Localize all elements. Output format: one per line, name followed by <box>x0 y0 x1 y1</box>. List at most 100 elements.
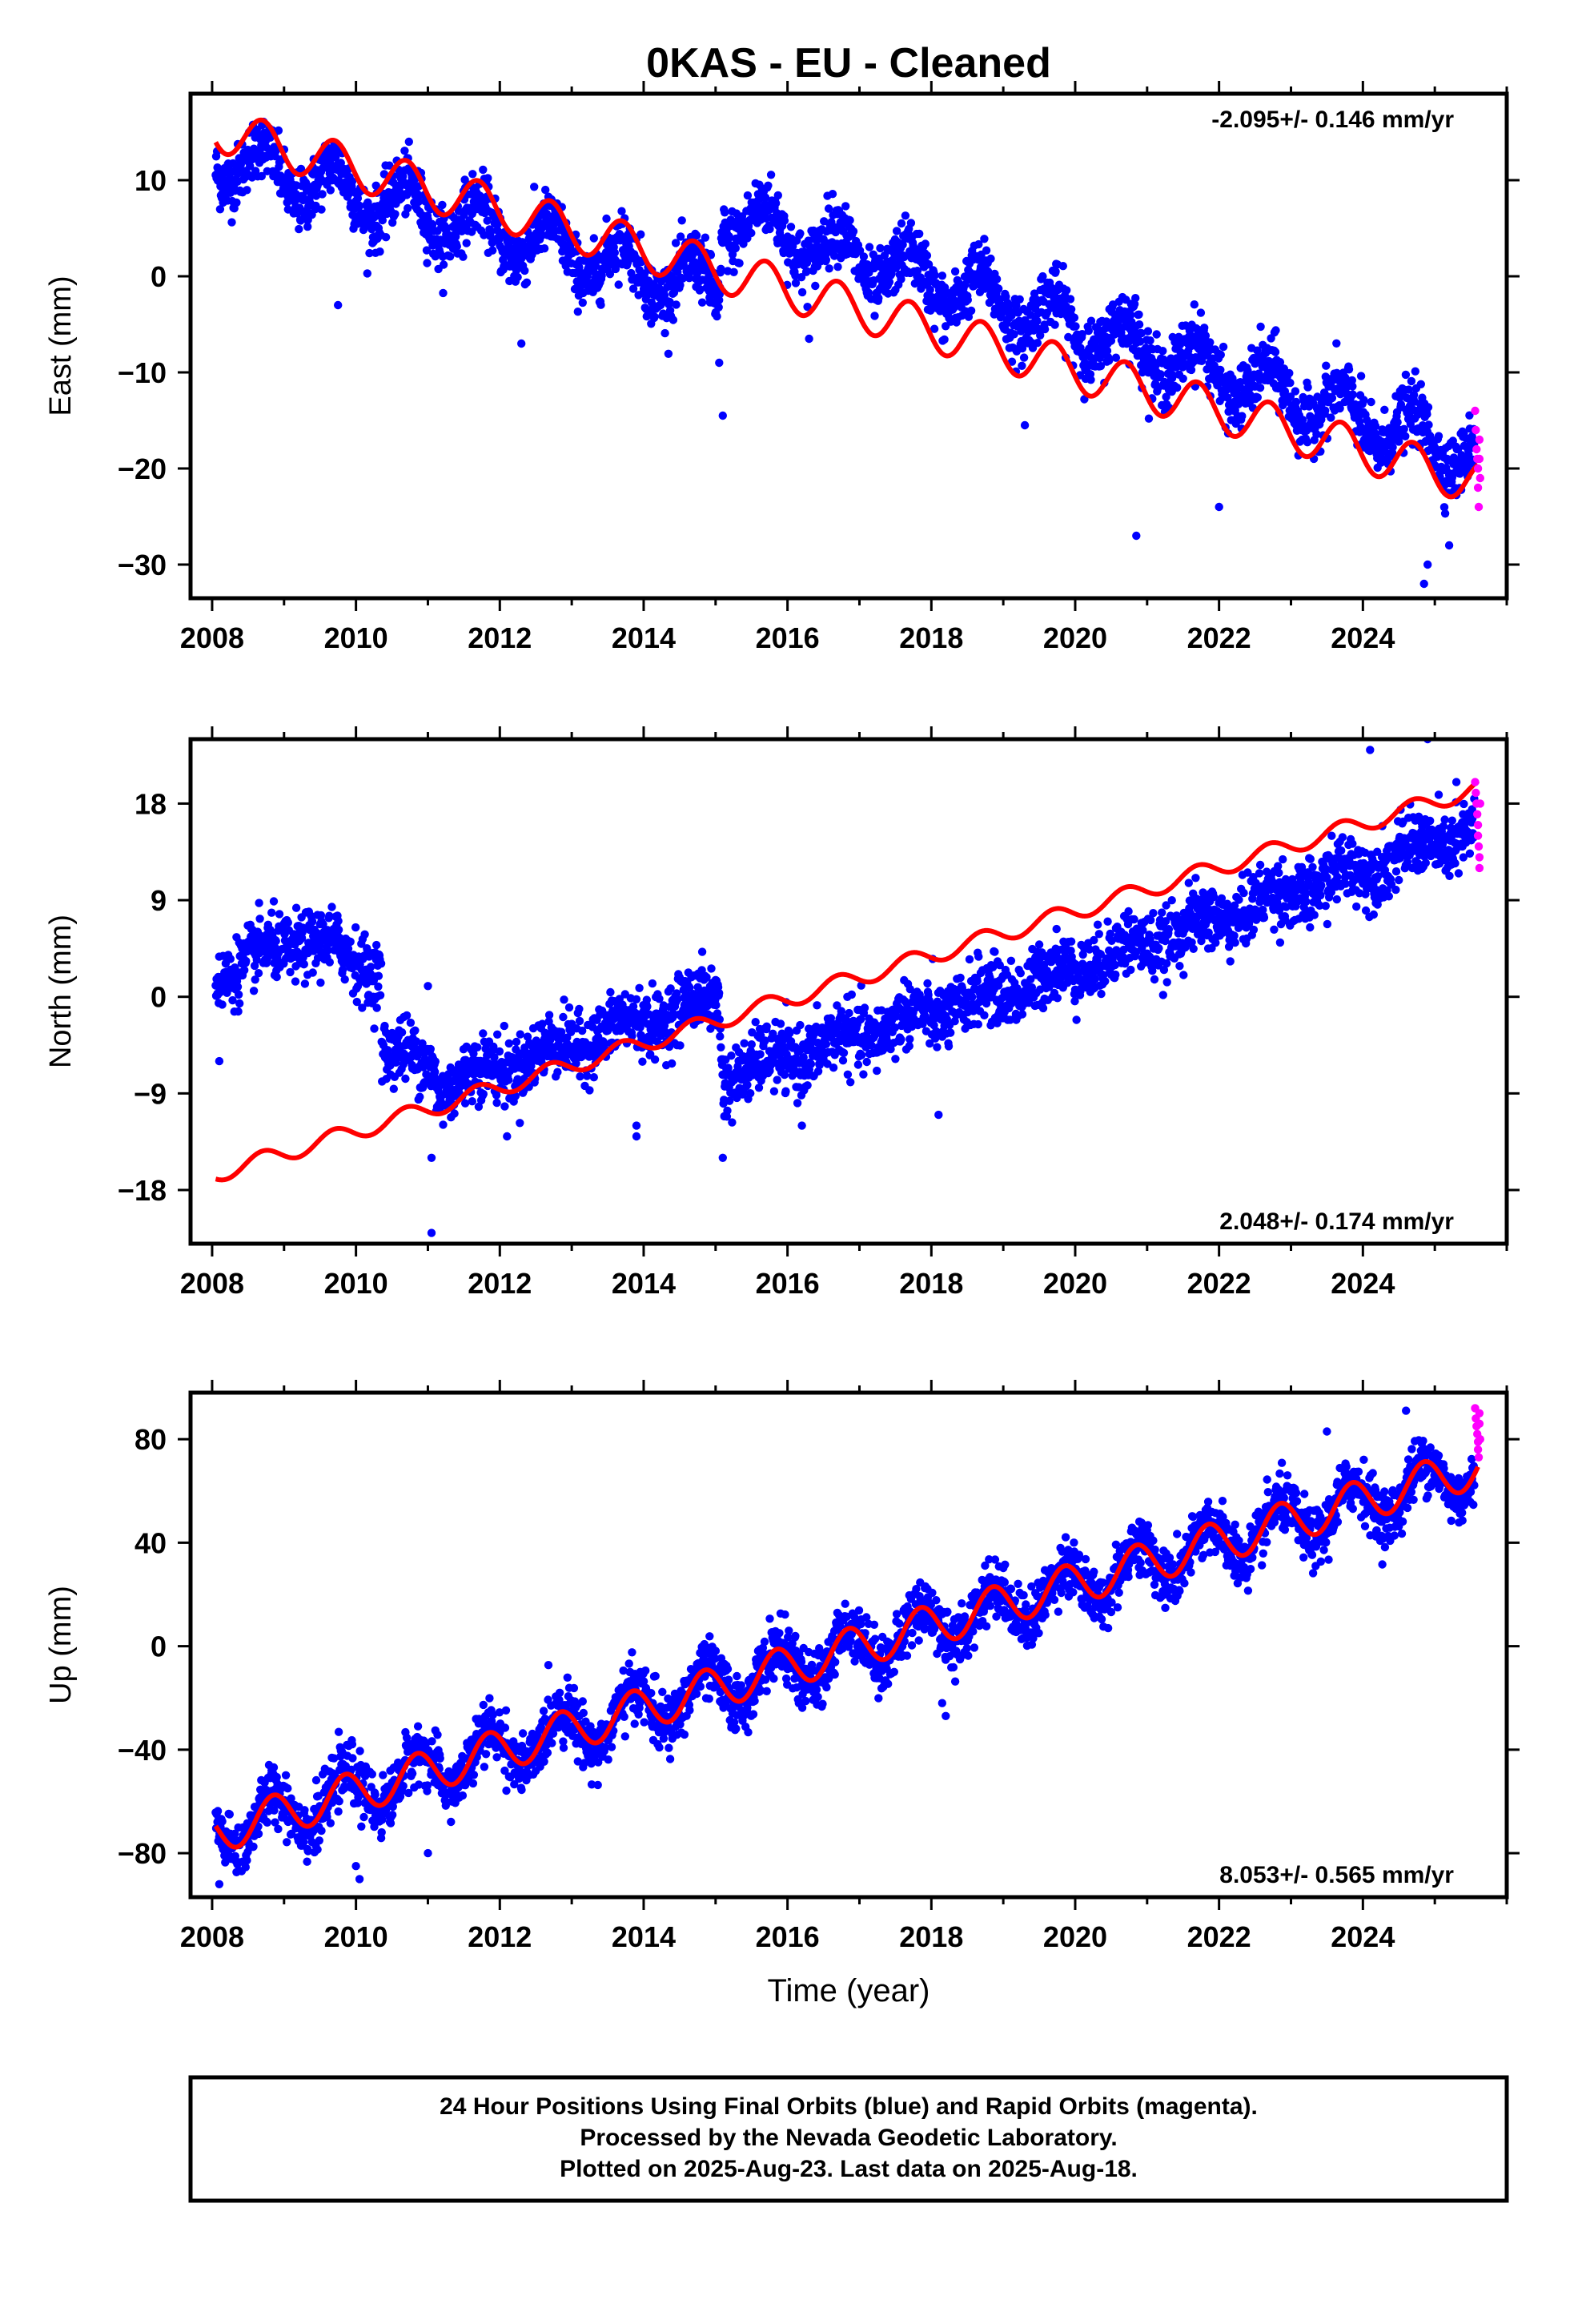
east-rapid-point <box>1472 444 1481 454</box>
north-final-point <box>990 947 999 956</box>
east-final-point <box>1216 350 1226 360</box>
east-final-point <box>678 274 687 283</box>
east-final-point <box>246 162 255 171</box>
east-x-tick-label: 2018 <box>899 621 963 654</box>
east-final-point <box>1271 326 1280 335</box>
east-final-point <box>1303 383 1312 392</box>
east-final-point <box>1399 424 1408 433</box>
east-x-tick-label: 2008 <box>180 621 244 654</box>
north-final-point <box>267 908 276 917</box>
north-final-point <box>722 1112 732 1121</box>
east-final-point <box>676 232 685 241</box>
north-final-point <box>857 1015 865 1023</box>
north-final-point <box>559 1012 568 1022</box>
east-final-point <box>617 207 626 215</box>
north-final-point <box>234 1007 243 1016</box>
east-final-point <box>994 284 1003 293</box>
east-final-point <box>296 164 306 174</box>
east-final-point <box>1146 336 1154 345</box>
north-final-point <box>697 947 707 956</box>
north-final-point <box>340 975 349 984</box>
east-final-point <box>1051 267 1060 276</box>
east-final-point <box>1173 383 1182 392</box>
east-final-point <box>697 298 707 307</box>
north-final-point <box>891 1055 900 1063</box>
north-final-point <box>839 1048 849 1058</box>
east-final-point <box>1019 353 1029 362</box>
north-final-point <box>490 1053 499 1062</box>
east-final-point <box>1190 300 1199 309</box>
east-final-point <box>665 297 674 307</box>
east-final-point <box>1332 339 1341 348</box>
east-final-point <box>676 280 685 290</box>
east-final-point <box>1359 396 1368 404</box>
north-final-point <box>702 973 711 982</box>
east-x-tick-label: 2010 <box>324 621 388 654</box>
north-final-point <box>666 984 675 993</box>
east-final-point <box>725 232 733 241</box>
north-final-point <box>228 995 237 1005</box>
north-final-point <box>743 1080 752 1090</box>
north-final-point <box>712 1000 721 1010</box>
east-final-point <box>1178 374 1187 383</box>
east-final-point <box>1169 371 1178 380</box>
east-final-point <box>696 285 705 294</box>
east-final-point <box>906 219 916 227</box>
east-final-point <box>583 271 592 280</box>
north-final-point <box>1038 1003 1048 1013</box>
east-final-point <box>541 185 550 195</box>
north-final-point <box>346 937 355 947</box>
north-final-point <box>853 1060 863 1069</box>
east-final-point <box>452 242 461 251</box>
north-final-point <box>793 1099 802 1108</box>
east-final-point <box>1208 354 1217 363</box>
north-final-point <box>905 1042 914 1051</box>
north-final-point <box>468 1097 476 1106</box>
east-final-point <box>1201 332 1211 340</box>
east-final-point <box>998 308 1006 316</box>
north-final-point <box>299 923 307 932</box>
east-final-point <box>833 263 842 271</box>
east-final-point <box>791 279 801 287</box>
east-final-point <box>1156 370 1165 379</box>
east-final-point <box>992 275 1002 283</box>
east-final-point <box>1018 361 1026 370</box>
east-final-point <box>766 171 776 179</box>
north-final-point <box>632 995 641 1004</box>
north-final-point <box>240 966 249 975</box>
east-final-point <box>353 194 363 203</box>
north-final-point <box>829 1063 838 1072</box>
north-final-point <box>325 958 334 967</box>
north-final-point <box>838 1056 848 1065</box>
east-final-point <box>347 177 357 186</box>
east-final-point <box>530 183 539 191</box>
east-final-outlier-point <box>1215 502 1223 512</box>
east-final-point <box>1396 400 1406 409</box>
north-final-point <box>980 1011 989 1020</box>
east-final-point <box>1291 397 1301 407</box>
east-final-point <box>1404 385 1413 394</box>
east-final-outlier-point <box>805 334 813 344</box>
east-final-point <box>1002 292 1010 301</box>
north-final-point <box>993 1019 1002 1027</box>
east-final-point <box>940 335 949 344</box>
north-final-point <box>1016 969 1026 978</box>
north-final-point <box>974 1019 983 1029</box>
north-final-point <box>707 964 716 973</box>
north-final-point <box>950 1017 959 1026</box>
east-final-point <box>743 191 753 200</box>
east-final-point <box>439 288 448 298</box>
east-final-point <box>480 231 488 239</box>
east-final-point <box>1066 295 1075 304</box>
east-final-point <box>381 233 391 242</box>
north-final-point <box>642 995 651 1004</box>
east-rapid-point <box>1475 435 1484 444</box>
east-final-point <box>410 175 419 184</box>
east-final-outlier-point <box>1419 579 1428 589</box>
east-final-point <box>1050 320 1059 329</box>
north-final-point <box>271 936 280 946</box>
north-final-point <box>974 952 983 961</box>
north-final-point <box>474 1102 484 1112</box>
east-final-point <box>802 267 811 275</box>
north-final-point <box>717 1043 725 1052</box>
